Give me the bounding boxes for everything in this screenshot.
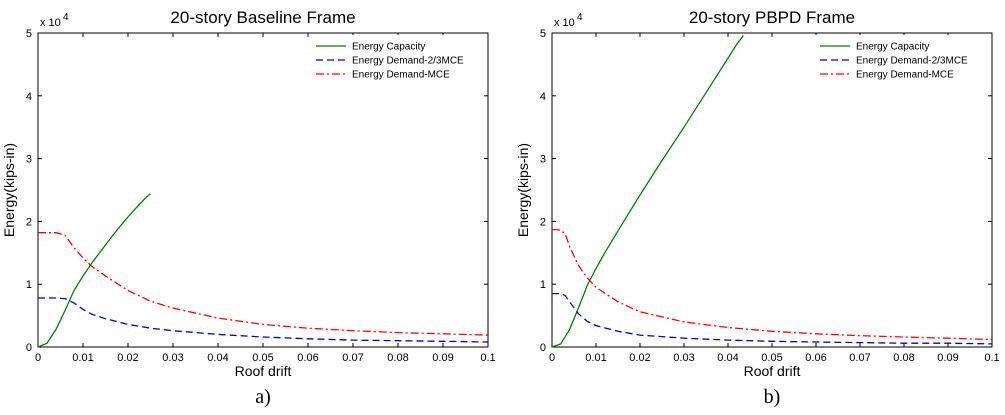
x-tick-label: 0.01 [585, 352, 606, 364]
y-tick-label: 3 [540, 154, 546, 166]
x-tick-label: 0.06 [805, 352, 826, 364]
y-tick-label: 1 [26, 279, 32, 291]
y-tick-label: 5 [540, 28, 546, 40]
x-tick-label: 0.09 [937, 352, 958, 364]
y-multiplier-exponent: 4 [577, 12, 583, 23]
x-tick-label: 0.06 [297, 352, 318, 364]
y-tick-label: 2 [540, 216, 546, 228]
x-tick-label: 0.1 [984, 352, 999, 364]
x-tick-label: 0.01 [72, 352, 93, 364]
x-tick-label: 0.02 [629, 352, 650, 364]
y-multiplier-exponent: 4 [63, 12, 69, 23]
y-tick-label: 4 [540, 91, 546, 103]
x-axis-label: Roof drift [235, 363, 292, 379]
x-tick-label: 0.03 [162, 352, 183, 364]
series-line [552, 292, 993, 345]
x-tick-label: 0.07 [849, 352, 870, 364]
x-tick-label: 0.05 [252, 352, 273, 364]
legend-label: Energy Demand-2/3MCE [352, 56, 464, 67]
x-axis-label: Roof drift [744, 363, 801, 379]
y-axis-label: Energy(kips-in) [1, 143, 17, 237]
x-tick-label: 0.09 [432, 352, 453, 364]
x-tick-label: 0.08 [893, 352, 914, 364]
y-tick-label: 3 [26, 154, 32, 166]
y-multiplier: x 10 [40, 17, 61, 29]
x-tick-label: 0 [549, 352, 555, 364]
x-tick-label: 0.02 [117, 352, 138, 364]
y-tick-label: 1 [540, 279, 546, 291]
x-tick-label: 0.03 [673, 352, 694, 364]
y-axis-label: Energy(kips-in) [515, 143, 531, 237]
y-tick-label: 2 [26, 216, 32, 228]
x-tick-label: 0 [35, 352, 41, 364]
y-tick-label: 5 [26, 28, 32, 40]
chart-title: 20-story PBPD Frame [689, 8, 855, 27]
panel-caption: b) [764, 386, 781, 408]
chart-title: 20-story Baseline Frame [170, 8, 355, 27]
series-line [38, 297, 489, 343]
series-line [37, 193, 151, 348]
panel-caption: a) [255, 386, 271, 408]
legend-label: Energy Capacity [352, 42, 425, 53]
x-tick-label: 0.08 [387, 352, 408, 364]
legend-label: Energy Demand-MCE [352, 70, 450, 81]
y-tick-label: 4 [26, 91, 32, 103]
legend-label: Energy Demand-MCE [856, 70, 954, 81]
x-tick-label: 0.07 [342, 352, 363, 364]
series-line [38, 232, 489, 336]
series-line [551, 35, 744, 348]
y-multiplier: x 10 [554, 17, 575, 29]
legend-label: Energy Demand-2/3MCE [856, 56, 968, 67]
series-line [552, 228, 993, 341]
y-tick-label: 0 [26, 342, 32, 354]
y-tick-label: 0 [540, 342, 546, 354]
x-tick-label: 0.05 [761, 352, 782, 364]
x-tick-label: 0.1 [480, 352, 495, 364]
legend-label: Energy Capacity [856, 42, 929, 53]
x-tick-label: 0.04 [717, 352, 738, 364]
x-tick-label: 0.04 [207, 352, 228, 364]
